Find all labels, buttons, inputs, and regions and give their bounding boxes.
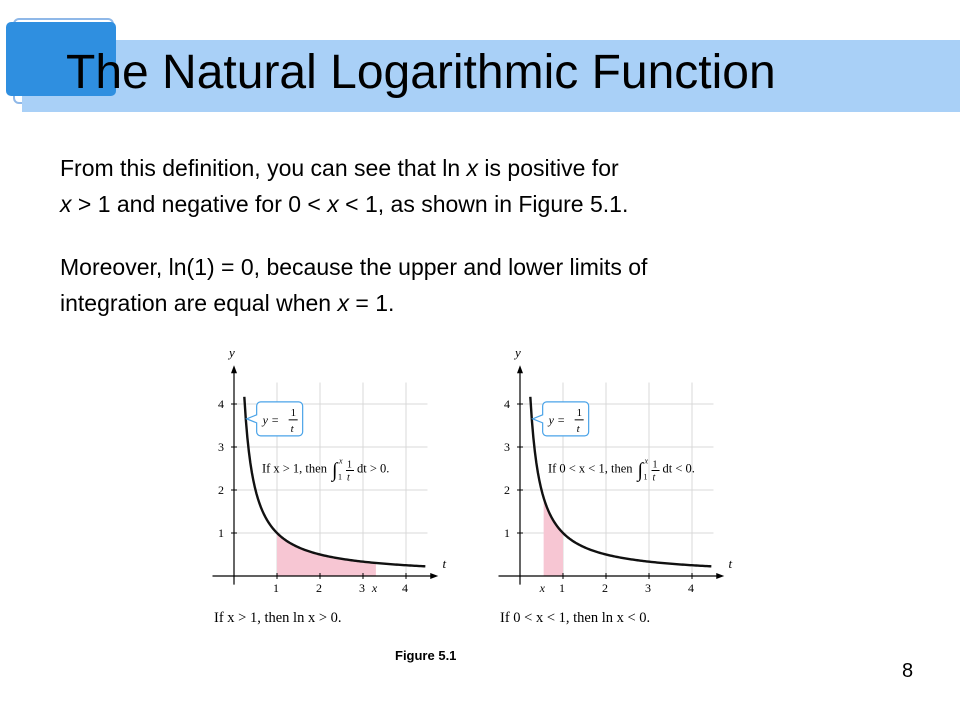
page-number: 8 xyxy=(902,660,914,682)
x-marker-label: x xyxy=(539,581,546,595)
para1-var: x xyxy=(327,191,339,217)
integral-lower: 1 xyxy=(644,473,648,482)
title-bar xyxy=(22,40,960,112)
title-decoration-square xyxy=(6,22,116,96)
condition-text: If x > 1, then xyxy=(262,462,328,476)
y-tick-label: 3 xyxy=(218,440,224,454)
paragraph-ln1: Moreover, ln(1) = 0, because the upper a… xyxy=(60,249,920,321)
x-tick-label: 1 xyxy=(273,581,279,595)
y-axis-label: y xyxy=(227,350,235,360)
integrand-num: 1 xyxy=(653,460,658,471)
callout-den: t xyxy=(577,423,581,435)
condition-tail: dt < 0. xyxy=(663,462,695,476)
x-axis-arrow xyxy=(716,573,725,579)
integral-upper: x xyxy=(338,457,343,466)
callout-text: y = xyxy=(262,413,279,427)
integral-sign: ∫ xyxy=(636,460,645,483)
y-tick-label: 3 xyxy=(504,440,510,454)
x-tick-label: 2 xyxy=(316,581,322,595)
panel-caption: If 0 < x < 1, then ln x < 0. xyxy=(500,610,650,626)
para2-var: x xyxy=(337,290,349,316)
x-tick-label: 4 xyxy=(402,581,408,595)
y-tick-label: 1 xyxy=(218,526,224,540)
t-axis-label: t xyxy=(443,556,447,571)
paragraph-definition: From this definition, you can see that l… xyxy=(60,150,920,222)
x-tick-label: 4 xyxy=(688,581,694,595)
condition-tail: dt > 0. xyxy=(357,462,389,476)
y-tick-label: 4 xyxy=(218,397,224,411)
x-axis-arrow xyxy=(430,573,439,579)
y-axis-arrow xyxy=(231,365,237,374)
shaded-area xyxy=(543,497,563,576)
shaded-area xyxy=(277,533,376,576)
figure-label: Figure 5.1 xyxy=(395,648,457,663)
callout-num: 1 xyxy=(291,407,297,419)
para1-var: x xyxy=(60,191,72,217)
para1-text: < 1, as shown in Figure 5.1. xyxy=(338,191,629,217)
x-marker-label: x xyxy=(371,581,378,595)
t-axis-label: t xyxy=(729,556,733,571)
condition-text: If 0 < x < 1, then xyxy=(548,462,633,476)
para1-text: is positive for xyxy=(478,155,619,181)
callout-box xyxy=(531,401,590,437)
integral-sign: ∫ xyxy=(330,460,339,483)
para1-text: From this definition, you can see that l… xyxy=(60,155,467,181)
para1-var: x xyxy=(466,155,479,181)
para1-text: > 1 and negative for 0 < xyxy=(71,191,328,217)
curve-one-over-t xyxy=(529,396,712,568)
integral-lower: 1 xyxy=(338,473,342,482)
y-axis-arrow xyxy=(517,365,523,374)
integrand-den: t xyxy=(347,473,350,484)
integral-upper: x xyxy=(644,457,649,466)
x-tick-label: 1 xyxy=(559,581,565,595)
x-tick-label: 3 xyxy=(359,581,365,595)
para2-text: Moreover, ln(1) = 0, because the upper a… xyxy=(60,254,648,280)
panel-caption: If x > 1, then ln x > 0. xyxy=(214,610,342,626)
y-axis-label: y xyxy=(513,350,521,360)
callout-box xyxy=(245,401,304,437)
integrand-num: 1 xyxy=(347,460,352,471)
slide-title: The Natural Logarithmic Function xyxy=(66,46,776,99)
x-tick-label: 3 xyxy=(645,581,651,595)
y-tick-label: 2 xyxy=(504,483,510,497)
y-tick-label: 2 xyxy=(218,483,224,497)
curve-one-over-t xyxy=(243,396,426,568)
integrand-den: t xyxy=(653,473,656,484)
callout-num: 1 xyxy=(577,407,583,419)
callout-den: t xyxy=(291,423,295,435)
y-tick-label: 1 xyxy=(504,526,510,540)
y-tick-label: 4 xyxy=(504,397,510,411)
x-tick-label: 2 xyxy=(602,581,608,595)
callout-text: y = xyxy=(548,413,565,427)
para2-text: = 1. xyxy=(348,290,395,316)
para2-text: integration are equal when xyxy=(60,290,338,316)
